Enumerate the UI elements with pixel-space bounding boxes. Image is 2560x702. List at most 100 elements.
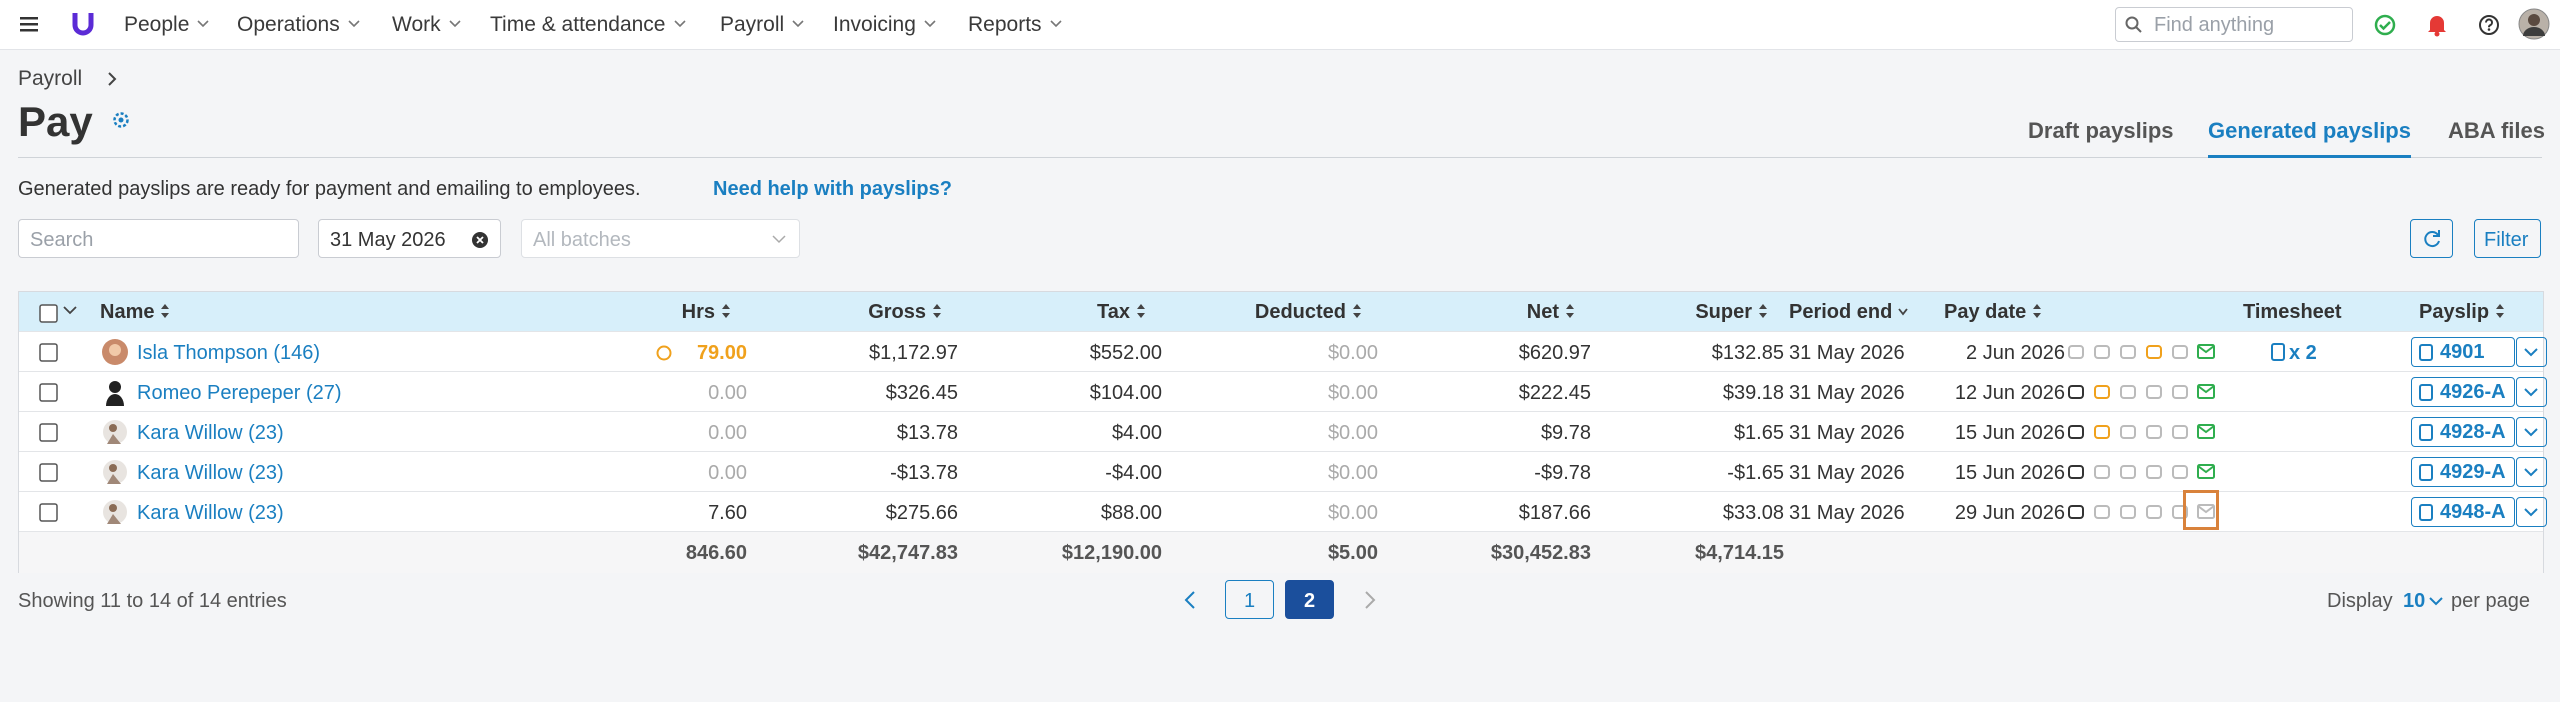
status-icon[interactable] — [2197, 344, 2215, 360]
refresh-button[interactable] — [2410, 219, 2453, 258]
per-page-value[interactable]: 10 — [2403, 590, 2426, 612]
select-menu[interactable] — [63, 306, 77, 316]
sort-icon[interactable] — [1136, 303, 1146, 319]
sort-icon[interactable] — [1758, 303, 1768, 319]
column-header[interactable]: Gross — [868, 301, 926, 323]
payslip-menu[interactable] — [2516, 457, 2547, 487]
name[interactable]: Romeo Perepeper (27) — [137, 382, 342, 404]
name[interactable]: Kara Willow (23) — [137, 422, 284, 444]
status-icon[interactable] — [2067, 424, 2085, 440]
sort-icon[interactable] — [2495, 303, 2505, 319]
page-button[interactable]: 1 — [1225, 580, 1274, 619]
column-header[interactable]: Payslip — [2419, 301, 2490, 323]
column-header[interactable]: Tax — [1097, 301, 1130, 323]
column-header[interactable]: Hrs — [681, 301, 715, 323]
nav-item[interactable]: Invoicing — [833, 13, 916, 36]
status-icon[interactable] — [2119, 344, 2137, 360]
column-header[interactable]: Super — [1695, 301, 1752, 323]
nav-item[interactable]: Time & attendance — [490, 13, 666, 36]
status-icon[interactable] — [2093, 504, 2111, 520]
row-checkbox[interactable] — [39, 383, 59, 403]
status-icon[interactable] — [2093, 464, 2111, 480]
status-icon[interactable] — [2171, 504, 2189, 520]
status-icon[interactable] — [2171, 424, 2189, 440]
tab[interactable]: ABA files — [2448, 118, 2545, 143]
bell-icon[interactable] — [2426, 13, 2448, 37]
date-input[interactable]: 31 May 2026 — [318, 219, 501, 258]
nav-item[interactable]: People — [124, 13, 190, 36]
status-icon[interactable] — [2171, 464, 2189, 480]
row-checkbox[interactable] — [39, 463, 59, 483]
settings-icon[interactable] — [112, 111, 130, 129]
status-icon[interactable] — [2145, 424, 2163, 440]
batches-select[interactable]: All batches — [521, 219, 800, 258]
name[interactable]: Kara Willow (23) — [137, 462, 284, 484]
tab[interactable]: Draft payslips — [2028, 118, 2174, 143]
status-icon[interactable] — [2197, 424, 2215, 440]
status-icon[interactable] — [2197, 464, 2215, 480]
status-icon[interactable] — [2145, 464, 2163, 480]
search-input[interactable]: Search — [18, 219, 299, 258]
status-icon[interactable] — [2197, 384, 2215, 400]
page-button[interactable]: 2 — [1285, 580, 1334, 619]
menu-icon[interactable] — [20, 16, 38, 32]
filter-button[interactable]: Filter — [2474, 219, 2541, 258]
clear-icon[interactable] — [471, 231, 489, 249]
status-icon[interactable] — [2067, 464, 2085, 480]
payslip-button[interactable]: 4928-A — [2411, 417, 2515, 447]
column-header[interactable]: Name — [100, 301, 155, 323]
payslip-menu[interactable] — [2516, 377, 2547, 407]
help-icon[interactable] — [2478, 14, 2500, 36]
sort-icon[interactable] — [2032, 303, 2042, 319]
payslip-menu[interactable] — [2516, 337, 2547, 367]
nav-item[interactable]: Payroll — [720, 13, 785, 36]
payslip-button[interactable]: 4929-A — [2411, 457, 2515, 487]
sort-icon[interactable] — [932, 303, 942, 319]
nav-item[interactable]: Reports — [968, 13, 1042, 36]
name[interactable]: Kara Willow (23) — [137, 502, 284, 524]
breadcrumb[interactable]: Payroll — [18, 67, 83, 90]
per-page-chevron[interactable] — [2429, 597, 2443, 607]
payslip-button[interactable]: 4926-A — [2411, 377, 2515, 407]
select-all-checkbox[interactable] — [39, 304, 59, 324]
sort-icon[interactable] — [1898, 303, 1909, 319]
status-icon[interactable] — [2171, 384, 2189, 400]
row-checkbox[interactable] — [39, 503, 59, 523]
payslip-menu[interactable] — [2516, 417, 2547, 447]
status-icon[interactable] — [2093, 424, 2111, 440]
status-icon[interactable] — [2119, 424, 2137, 440]
column-header[interactable]: Pay date — [1944, 301, 2027, 323]
timesheet-icon[interactable] — [2271, 343, 2285, 361]
status-icon[interactable] — [2067, 504, 2085, 520]
global-search[interactable]: Find anything — [2115, 7, 2353, 42]
status-icon[interactable] — [2145, 504, 2163, 520]
status-icon[interactable] — [2067, 344, 2085, 360]
row-checkbox[interactable] — [39, 343, 59, 363]
nav-item[interactable]: Operations — [237, 13, 340, 36]
status-icon[interactable] — [2119, 504, 2137, 520]
status-icon[interactable] — [2197, 504, 2215, 520]
payslip-button[interactable]: 4948-A — [2411, 497, 2515, 527]
nav-item[interactable]: Work — [392, 13, 441, 36]
status-icon[interactable] — [2093, 344, 2111, 360]
sort-icon[interactable] — [721, 303, 731, 319]
name[interactable]: Isla Thompson (146) — [137, 342, 321, 364]
status-icon[interactable] — [2119, 384, 2137, 400]
column-header[interactable]: Period end — [1789, 301, 1893, 323]
status-icon[interactable] — [2067, 384, 2085, 400]
row-checkbox[interactable] — [39, 423, 59, 443]
timesheet[interactable]: x 2 — [2289, 342, 2317, 364]
status-icon[interactable] — [2145, 384, 2163, 400]
payslip-menu[interactable] — [2516, 497, 2547, 527]
status-icon[interactable] — [2374, 14, 2396, 36]
status-icon[interactable] — [2119, 464, 2137, 480]
prev-page[interactable] — [1183, 590, 1197, 610]
sort-icon[interactable] — [1565, 303, 1575, 319]
sort-icon[interactable] — [160, 303, 170, 319]
logo[interactable] — [72, 10, 94, 38]
next-page[interactable] — [1363, 590, 1377, 610]
user-avatar[interactable] — [2518, 8, 2550, 40]
help-link[interactable]: Need help with payslips? — [713, 178, 952, 200]
status-icon[interactable] — [2171, 344, 2189, 360]
column-header[interactable]: Deducted — [1254, 301, 1346, 323]
